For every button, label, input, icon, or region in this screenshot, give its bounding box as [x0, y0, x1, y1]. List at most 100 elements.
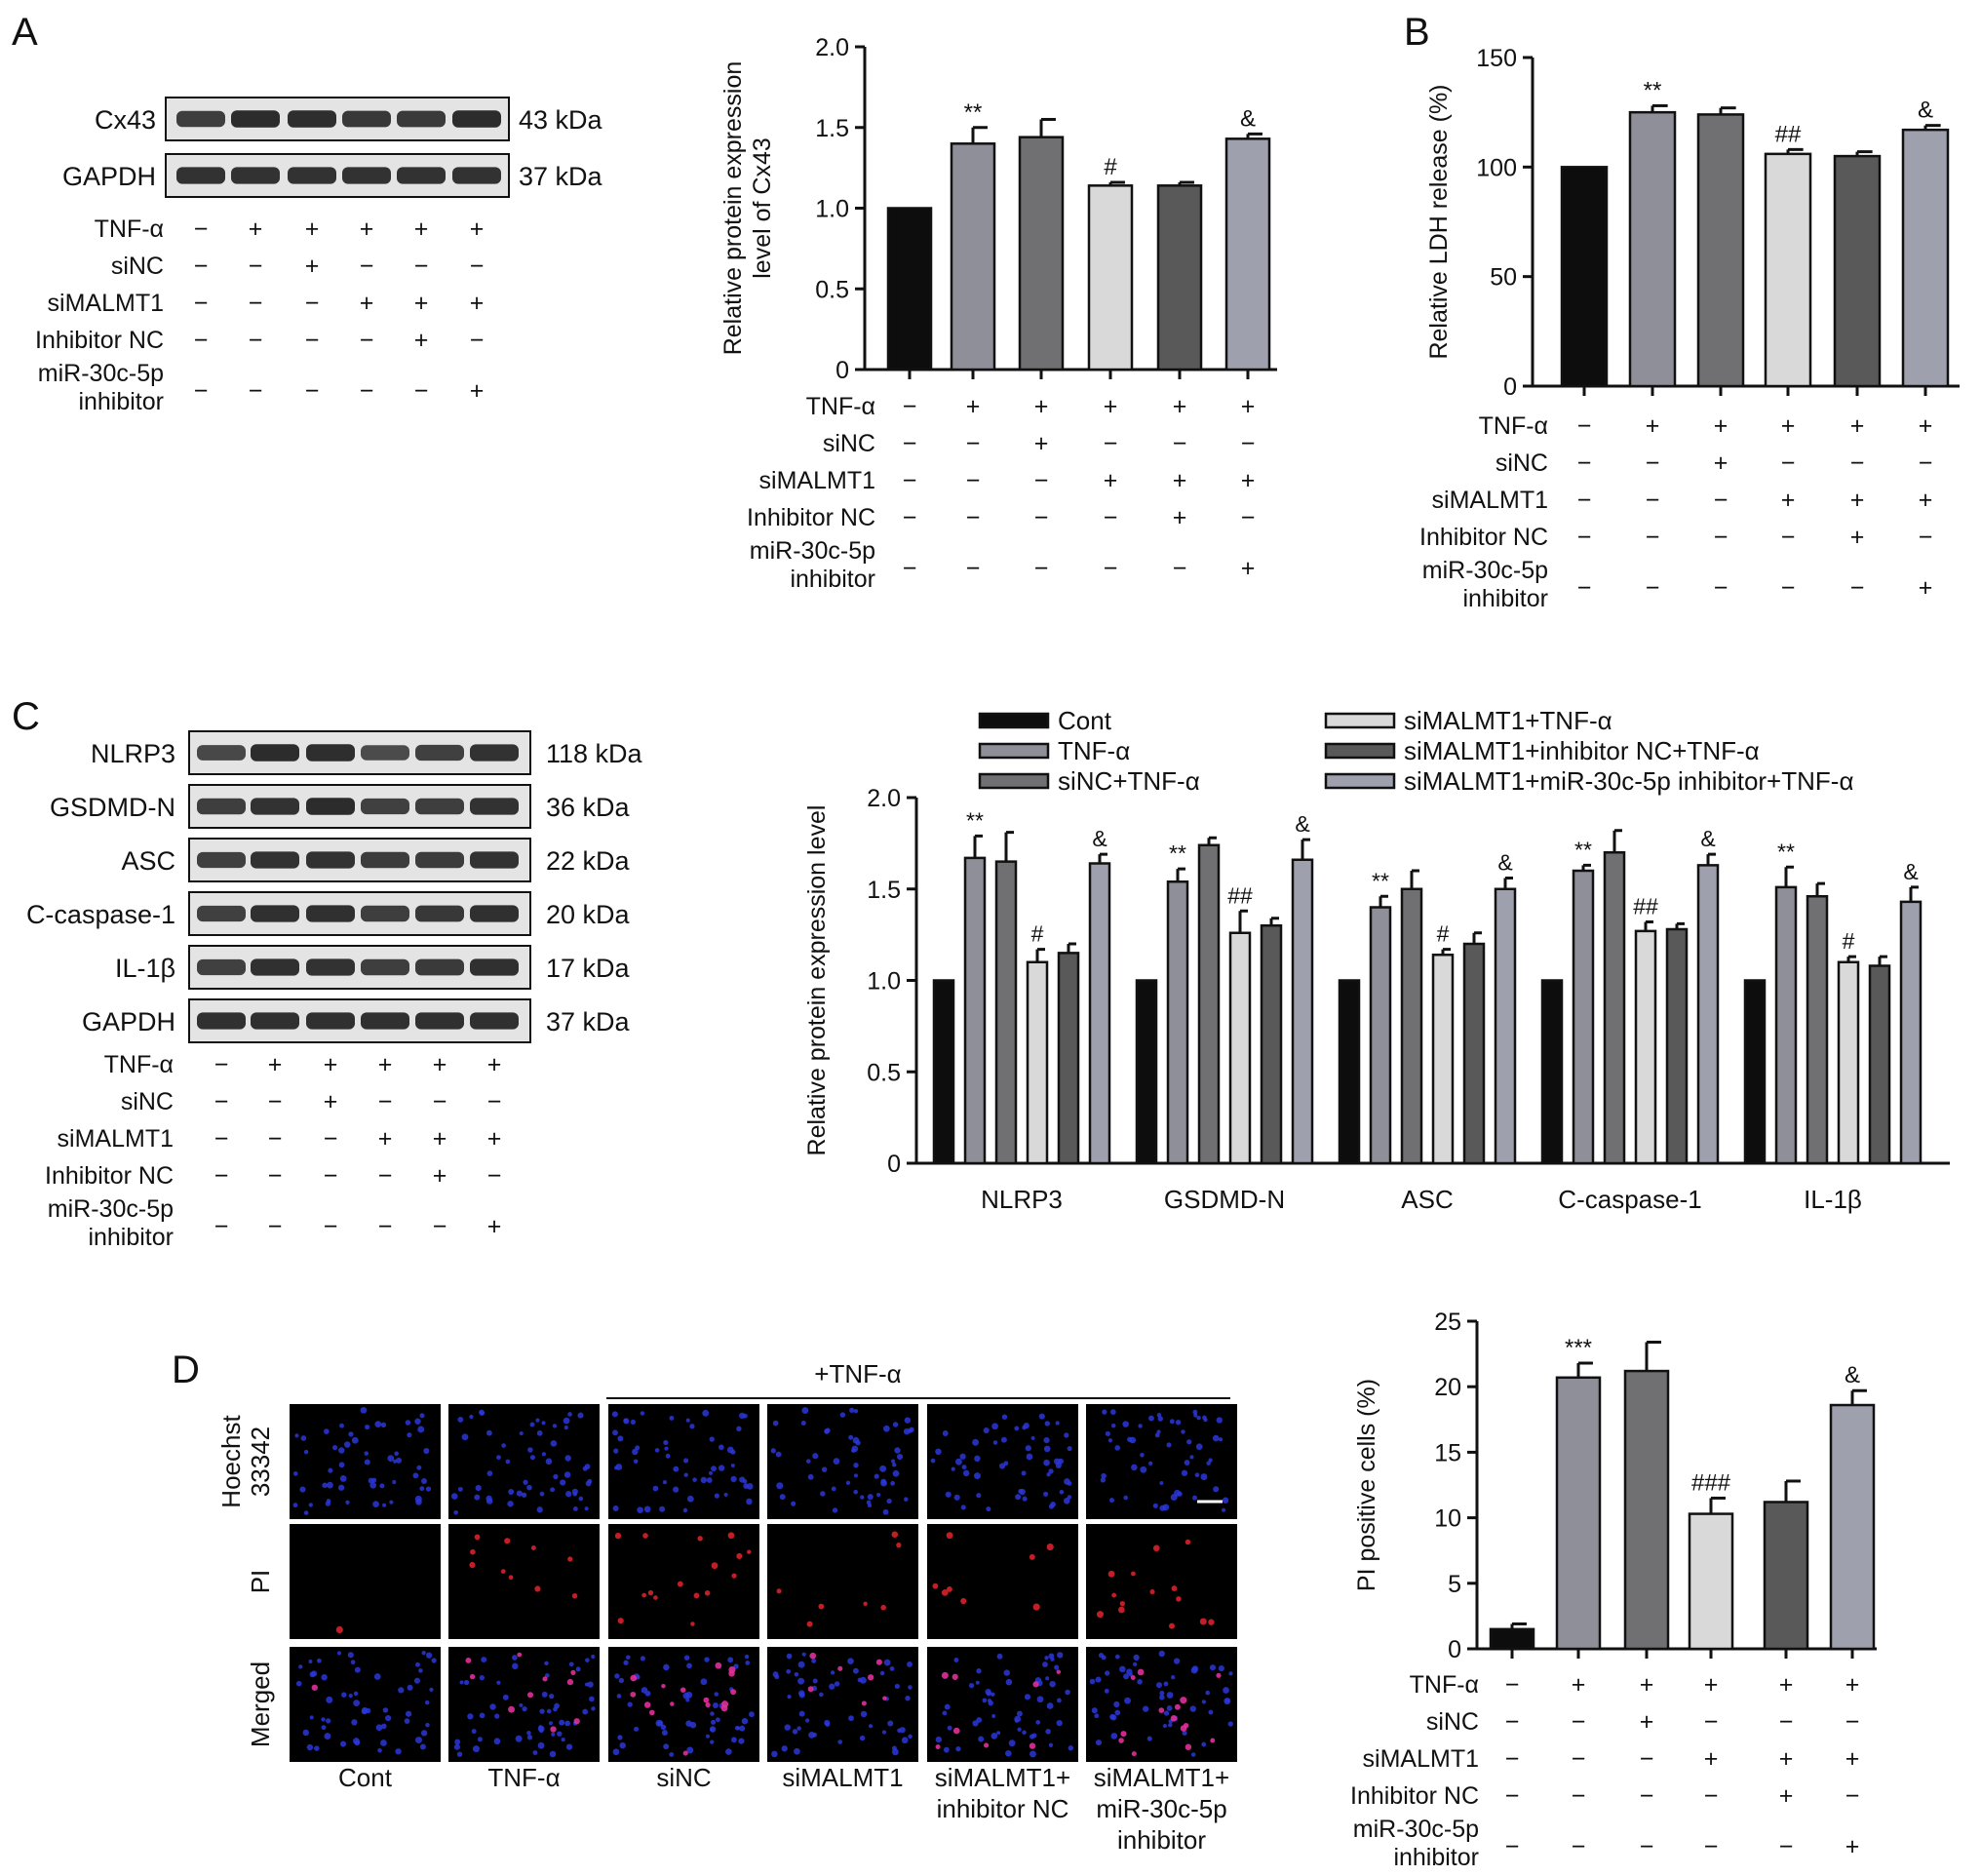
pi-positive-cell: [661, 1683, 666, 1689]
blot-kda-label: 118 kDa: [546, 739, 643, 768]
pi-positive-cell: [542, 1676, 548, 1682]
hoechst-nucleus: [486, 1498, 493, 1505]
hoechst-nucleus: [1016, 1710, 1023, 1717]
hoechst-nucleus: [616, 1694, 622, 1699]
hoechst-nucleus: [1105, 1430, 1110, 1436]
hoechst-nucleus: [1190, 1666, 1198, 1674]
micrograph-column-label: miR-30c-5p: [1096, 1794, 1226, 1823]
blot-band: [306, 958, 355, 976]
treatment-label: siNC: [823, 430, 875, 457]
hoechst-nucleus: [418, 1668, 423, 1673]
hoechst-nucleus: [1223, 1687, 1229, 1694]
treatment-sign: −: [966, 504, 981, 531]
y-tick-label: 150: [1476, 45, 1517, 72]
hoechst-nucleus: [299, 1486, 306, 1493]
micrograph-panel: [927, 1404, 1078, 1519]
blot-band: [197, 851, 246, 869]
treatment-sign: −: [249, 253, 263, 280]
treatment-sign: +: [487, 1125, 502, 1153]
hoechst-nucleus: [890, 1459, 896, 1464]
pi-positive-cell: [1032, 1603, 1040, 1611]
hoechst-nucleus: [1143, 1705, 1149, 1712]
hoechst-nucleus: [1110, 1714, 1117, 1721]
hoechst-nucleus: [341, 1692, 347, 1698]
hoechst-nucleus: [553, 1473, 559, 1480]
hoechst-nucleus: [461, 1433, 469, 1441]
y-tick-label: 0: [1448, 1636, 1461, 1663]
blot-protein-label: Cx43: [95, 105, 156, 135]
treatment-sign: +: [470, 290, 485, 317]
hoechst-nucleus: [563, 1417, 570, 1425]
treatment-sign: −: [1646, 487, 1660, 514]
bar: [950, 142, 996, 371]
treatment-sign: +: [1850, 412, 1865, 440]
bar: [1338, 979, 1361, 1165]
treatment-label: miR-30c-5p: [1353, 1816, 1479, 1843]
treatment-label: siMALMT1: [759, 467, 875, 494]
treatment-sign: −: [324, 1162, 338, 1190]
treatment-sign: +: [1845, 1833, 1860, 1860]
hoechst-nucleus: [907, 1661, 913, 1667]
pi-positive-cell: [1216, 1672, 1222, 1678]
hoechst-nucleus: [776, 1482, 784, 1490]
hoechst-nucleus: [457, 1486, 463, 1492]
significance-mark: &: [1700, 826, 1715, 851]
treatment-label: Inhibitor NC: [1419, 524, 1548, 551]
hoechst-nucleus: [1122, 1421, 1129, 1427]
hoechst-nucleus: [834, 1681, 840, 1687]
treatment-sign: −: [1577, 524, 1592, 551]
hoechst-nucleus: [689, 1721, 697, 1729]
hoechst-nucleus: [935, 1736, 943, 1743]
hoechst-nucleus: [663, 1439, 669, 1446]
hoechst-nucleus: [811, 1659, 817, 1663]
micrograph-column-label: TNF-α: [487, 1763, 560, 1792]
pi-positive-cell: [867, 1674, 874, 1681]
hoechst-nucleus: [413, 1677, 420, 1684]
hoechst-nucleus: [567, 1412, 572, 1417]
bar: [1806, 895, 1829, 1165]
hoechst-nucleus: [469, 1414, 474, 1420]
pi-positive-cell: [642, 1533, 648, 1539]
hoechst-nucleus: [786, 1653, 793, 1660]
hoechst-nucleus: [953, 1658, 959, 1662]
pi-positive-cell: [1208, 1619, 1215, 1625]
hoechst-nucleus: [417, 1426, 425, 1433]
hoechst-nucleus: [306, 1743, 314, 1751]
treatment-sign: +: [433, 1162, 447, 1190]
hoechst-nucleus: [1127, 1436, 1133, 1442]
hoechst-nucleus: [743, 1413, 748, 1419]
pi-positive-cell: [567, 1556, 573, 1562]
hoechst-nucleus: [507, 1501, 514, 1507]
hoechst-nucleus: [292, 1471, 298, 1476]
hoechst-nucleus: [548, 1693, 555, 1700]
hoechst-nucleus: [643, 1505, 651, 1513]
treatment-sign: −: [1646, 574, 1660, 602]
hoechst-nucleus: [1048, 1468, 1054, 1474]
hoechst-nucleus: [612, 1748, 620, 1756]
micrograph-column-label: siMALMT1+: [935, 1763, 1070, 1792]
hoechst-nucleus: [711, 1719, 717, 1725]
blot-band: [251, 798, 299, 815]
hoechst-nucleus: [1159, 1690, 1165, 1697]
hoechst-nucleus: [1155, 1682, 1163, 1689]
treatment-sign: −: [1779, 1708, 1794, 1736]
pi-positive-cell: [1118, 1738, 1124, 1743]
hoechst-nucleus: [1133, 1661, 1138, 1667]
significance-mark: &: [1295, 811, 1309, 837]
blot-protein-label: GAPDH: [62, 162, 156, 191]
hoechst-nucleus: [481, 1657, 487, 1663]
hoechst-nucleus: [539, 1729, 544, 1734]
hoechst-nucleus: [372, 1501, 379, 1508]
hoechst-nucleus: [1140, 1466, 1147, 1473]
hoechst-nucleus: [502, 1694, 509, 1700]
treatment-sign: −: [1704, 1708, 1719, 1736]
hoechst-nucleus: [1170, 1674, 1176, 1680]
hoechst-nucleus: [867, 1494, 874, 1501]
treatment-sign: −: [1241, 430, 1256, 457]
hoechst-nucleus: [1119, 1665, 1126, 1673]
hoechst-nucleus: [633, 1459, 639, 1465]
hoechst-nucleus: [673, 1486, 680, 1493]
hoechst-nucleus: [347, 1652, 354, 1659]
hoechst-nucleus: [522, 1705, 527, 1712]
hoechst-nucleus: [414, 1495, 422, 1503]
